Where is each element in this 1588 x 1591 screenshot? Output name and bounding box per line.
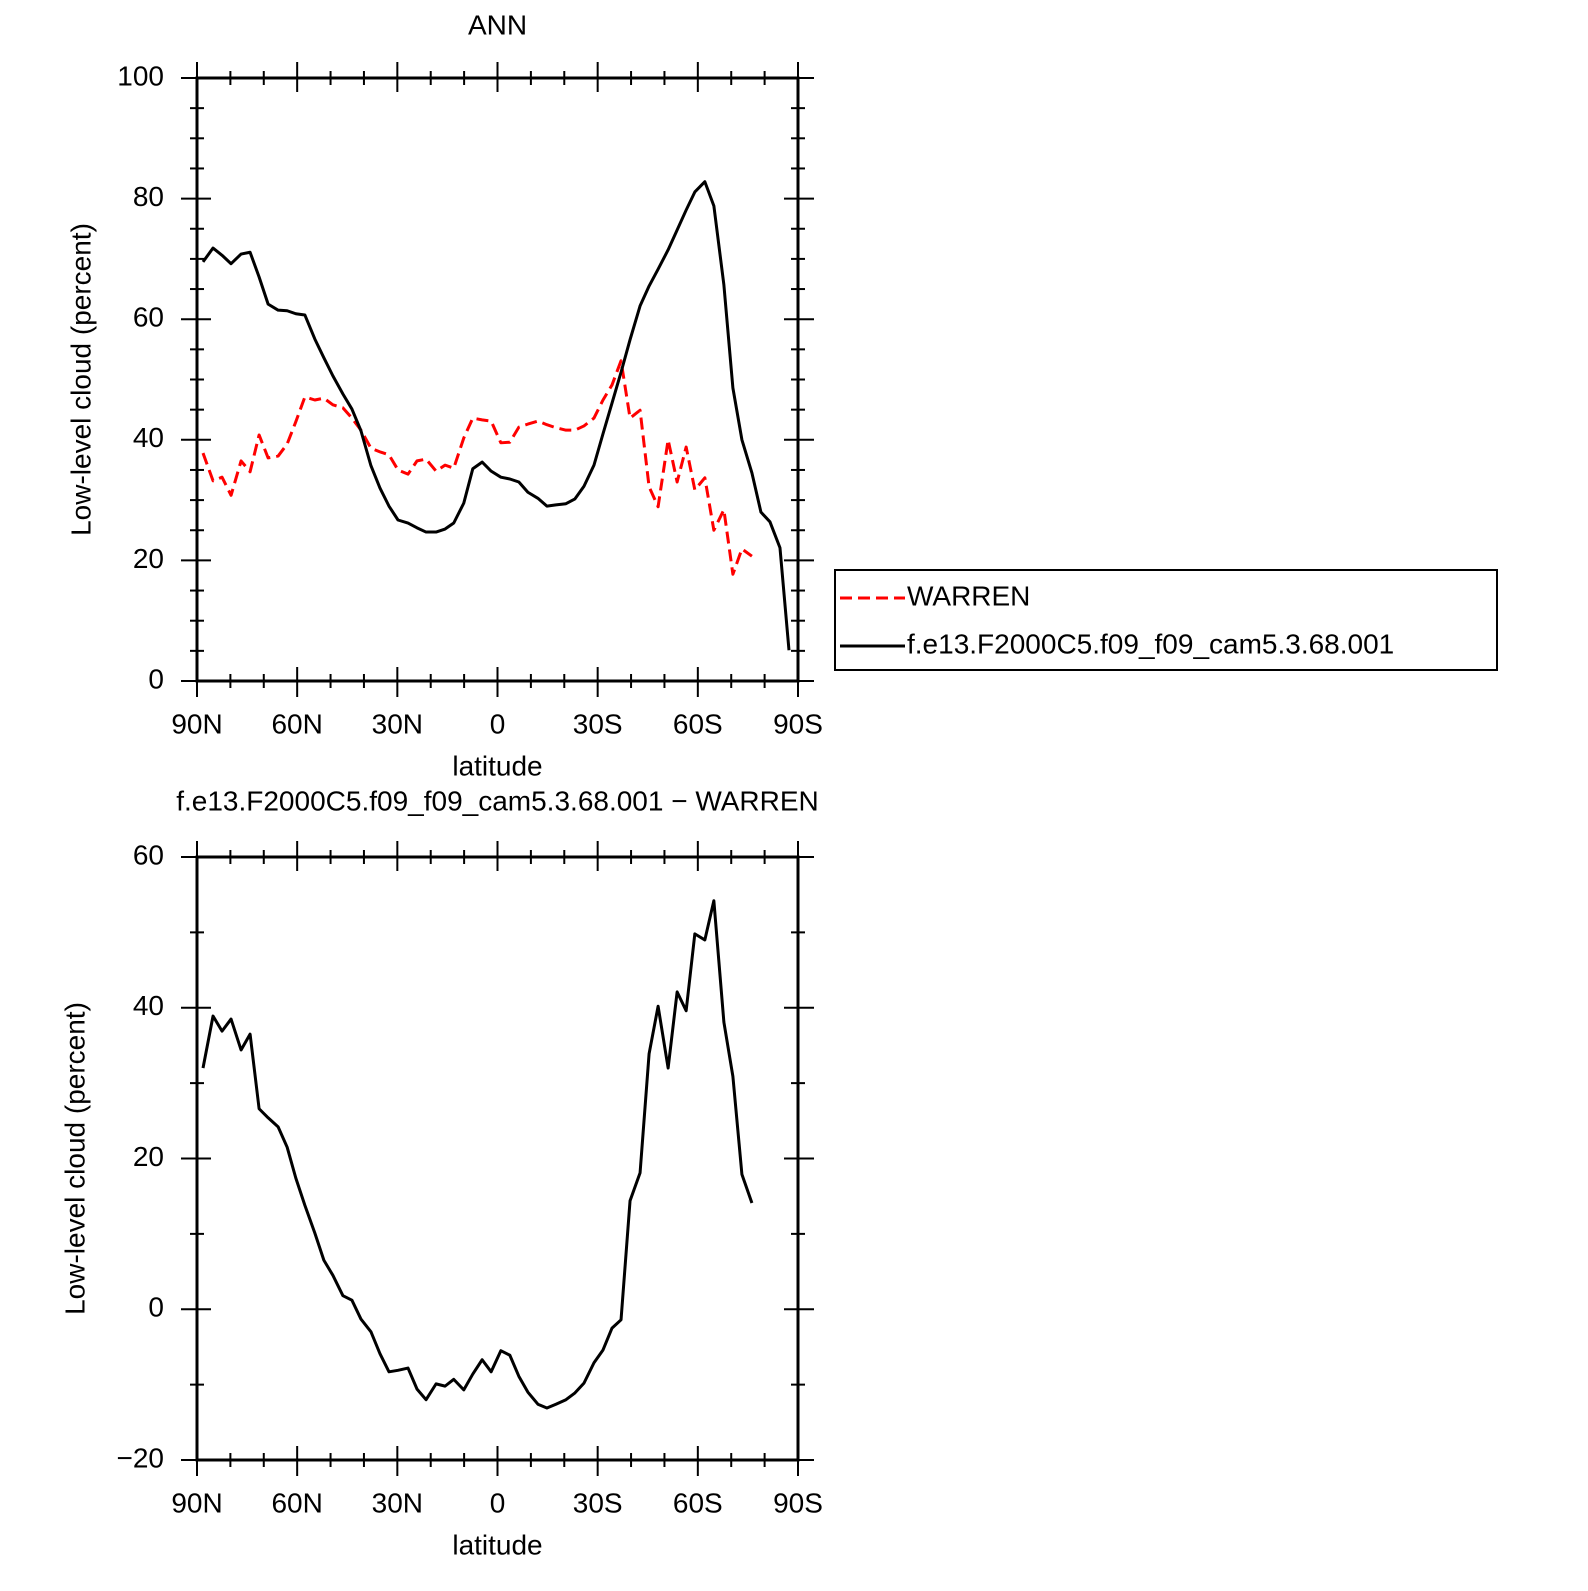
y-tick-label: 40	[133, 990, 164, 1021]
legend-label: WARREN	[907, 580, 1030, 611]
x-tick-label: 30N	[372, 708, 423, 739]
x-tick-label: 30S	[573, 708, 623, 739]
legend-label: f.e13.F2000C5.f09_f09_cam5.3.68.001	[907, 628, 1394, 659]
data-line	[201, 359, 753, 576]
x-tick-label: 60S	[673, 1487, 723, 1518]
plot-frame	[195, 855, 800, 1462]
x-axis-label: latitude	[452, 1529, 542, 1560]
x-tick-label: 0	[490, 708, 506, 739]
plot-frame	[195, 76, 800, 683]
chart-title: f.e13.F2000C5.f09_f09_cam5.3.68.001 − WA…	[176, 785, 819, 816]
y-tick-label: 20	[133, 1141, 164, 1172]
x-tick-label: 90N	[171, 708, 222, 739]
y-tick-label: 0	[148, 663, 164, 694]
x-axis-label: latitude	[452, 750, 542, 781]
y-tick-label: 60	[133, 302, 164, 333]
x-tick-label: 0	[490, 1487, 506, 1518]
x-tick-label: 60N	[271, 1487, 322, 1518]
y-axis-label: Low-level cloud (percent)	[65, 223, 96, 536]
legend-box	[834, 569, 1498, 671]
data-line	[201, 180, 791, 651]
x-tick-label: 60N	[271, 708, 322, 739]
y-axis-label: Low-level cloud (percent)	[59, 1002, 90, 1315]
x-tick-label: 90S	[773, 1487, 823, 1518]
x-tick-label: 60S	[673, 708, 723, 739]
x-tick-label: 90S	[773, 708, 823, 739]
data-line	[201, 899, 754, 1410]
y-tick-label: −20	[117, 1442, 165, 1473]
x-tick-label: 30N	[372, 1487, 423, 1518]
y-tick-label: 80	[133, 181, 164, 212]
y-tick-label: 40	[133, 422, 164, 453]
x-tick-label: 90N	[171, 1487, 222, 1518]
chart-title: ANN	[468, 9, 527, 40]
y-tick-label: 60	[133, 839, 164, 870]
y-tick-label: 0	[148, 1292, 164, 1323]
x-tick-label: 30S	[573, 1487, 623, 1518]
y-tick-label: 100	[117, 60, 164, 91]
y-tick-label: 20	[133, 543, 164, 574]
